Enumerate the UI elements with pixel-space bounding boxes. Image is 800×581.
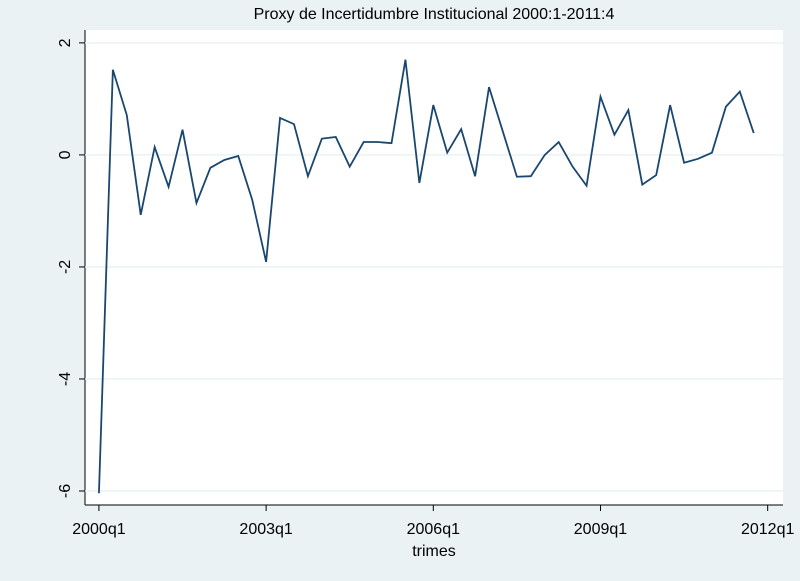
x-tick-label: 2012q1	[741, 521, 794, 538]
x-tick-label: 2006q1	[407, 521, 460, 538]
x-axis-label: trimes	[412, 543, 456, 560]
y-tick-label: 0	[57, 150, 74, 159]
x-tick-label: 2000q1	[72, 521, 125, 538]
y-tick-label: 2	[57, 38, 74, 47]
y-tick-label: -6	[57, 484, 74, 498]
y-tick-label: -2	[57, 260, 74, 274]
data-line	[98, 59, 755, 494]
x-tick-label: 2003q1	[239, 521, 292, 538]
y-tick-label: -4	[57, 372, 74, 386]
x-tick-label: 2009q1	[574, 521, 627, 538]
chart-title: Proxy de Incertidumbre Institucional 200…	[254, 6, 615, 23]
